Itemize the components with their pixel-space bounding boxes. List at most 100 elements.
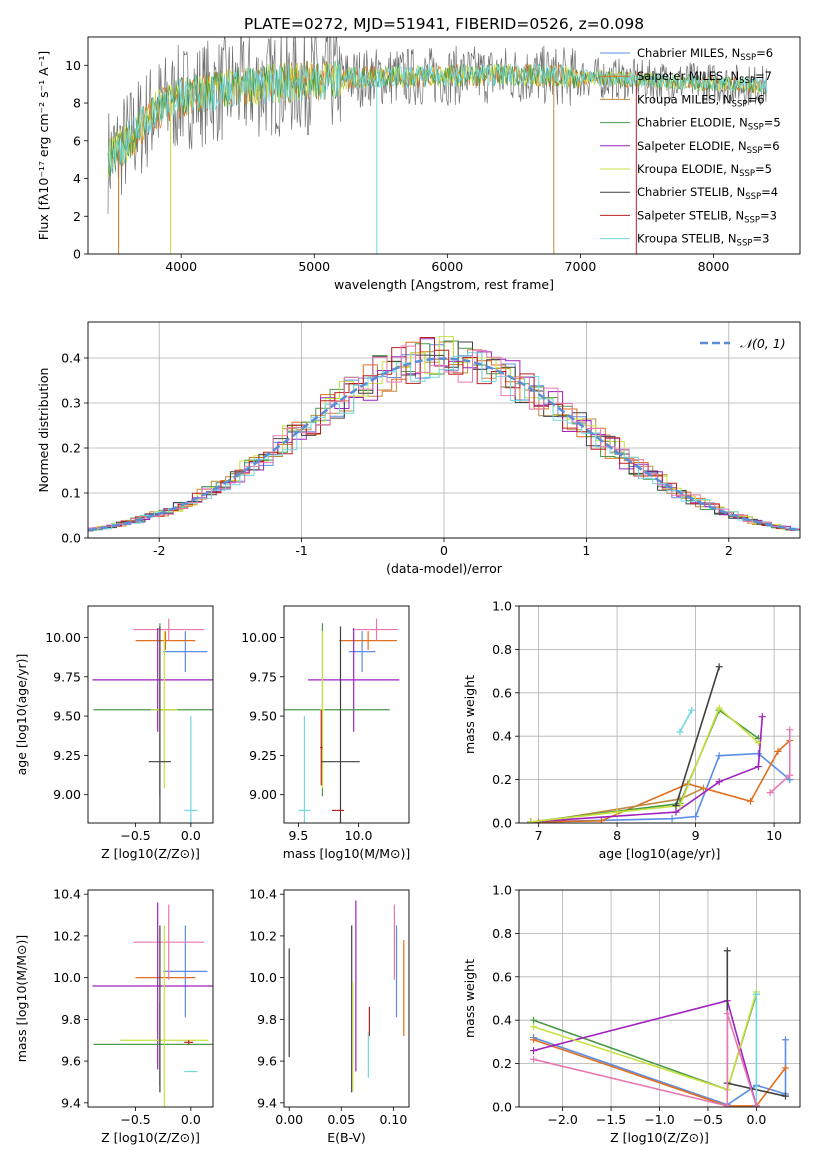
x-tick-label: 10	[766, 828, 782, 843]
errorbar-group	[288, 900, 405, 1093]
series-line	[675, 666, 720, 806]
series-marker	[613, 808, 621, 816]
age-vs-mass-panel: 9.5 10.0 9.00 9.25 9.50 9.75 10.00 mass [log10(…	[241, 605, 411, 861]
series-group	[527, 663, 794, 823]
y-tick-label: 6	[73, 133, 81, 148]
legend-label: Chabrier STELIB, N	[637, 185, 745, 199]
spectrum-panel: 4000 5000 6000 7000 8000 0 2 4 6 8 10 wavelength [A…	[36, 36, 801, 292]
x-tick-label: 7000	[565, 259, 597, 274]
x-tick-label: −0.5	[120, 828, 150, 843]
series-marker	[530, 1023, 538, 1031]
y-tick-label: 0.4	[61, 351, 81, 366]
weight-vs-age-panel: 7 8 9 10 0.0 0.2 0.4 0.6 0.8 1.0 age [log10(age/yr…	[462, 599, 801, 861]
series-marker	[715, 663, 723, 671]
y-tick-label: 9.50	[249, 709, 277, 724]
y-tick-label: 9.8	[61, 1012, 81, 1027]
x-axis-label: E(B-V)	[327, 1130, 366, 1145]
y-tick-label: 10.0	[53, 970, 81, 985]
series-marker	[688, 706, 696, 714]
x-tick-label: −2.0	[547, 1112, 577, 1127]
series-marker	[668, 815, 676, 823]
x-tick-label: -1	[295, 543, 307, 558]
legend-tail: =3	[752, 232, 769, 246]
x-tick-label: 7	[535, 828, 543, 843]
y-tick-label: 9.75	[53, 669, 81, 684]
x-axis-label: Z [log10(Z/Z⊙)]	[610, 1130, 709, 1145]
x-tick-label: 9.5	[288, 828, 308, 843]
y-tick-label: 10.0	[249, 970, 277, 985]
x-axis-label: Z [log10(Z/Z⊙)]	[101, 1130, 200, 1145]
y-tick-label: 1.0	[492, 599, 512, 614]
legend-entry: Chabrier ELODIE, NSSP=5	[637, 116, 781, 133]
x-tick-label: 0.00	[275, 1112, 303, 1127]
series-line	[533, 1013, 758, 1107]
series-marker	[692, 812, 700, 820]
y-tick-label: 0.0	[61, 531, 81, 546]
series-marker	[754, 763, 762, 771]
legend-label: Kroupa STELIB, N	[637, 232, 737, 246]
y-tick-label: 8	[73, 96, 81, 111]
spectrum-lines	[107, 37, 768, 254]
legend-tail: =5	[764, 116, 781, 130]
y-tick-label: 9.8	[257, 1012, 277, 1027]
series-marker	[781, 1036, 789, 1044]
legend-tail: =6	[763, 139, 780, 153]
x-tick-label: 4000	[165, 259, 197, 274]
y-tick-label: 4	[73, 171, 81, 186]
series-marker	[715, 752, 723, 760]
series-group	[530, 947, 789, 1107]
y-tick-label: 9.75	[249, 669, 277, 684]
legend-tail: =6	[747, 92, 764, 106]
normal-curve-line	[88, 357, 800, 532]
x-tick-label: 0.0	[181, 1112, 201, 1127]
legend-label: Kroupa MILES, N	[637, 92, 732, 106]
series-marker	[786, 771, 794, 779]
series-line	[533, 1038, 787, 1107]
legend-entry: Salpeter STELIB, NSSP=3	[637, 208, 777, 225]
y-tick-label: 10.2	[53, 928, 81, 943]
series-marker	[672, 802, 680, 810]
mass-vs-ebv-panel: 0.00 0.05 0.10 9.4 9.6 9.8 10.0 10.2 10.4 E(B-V)	[249, 887, 410, 1145]
y-tick-label: 0.0	[492, 816, 512, 831]
x-tick-label: −1.0	[644, 1112, 674, 1127]
axes-frame	[87, 321, 801, 539]
y-tick-label: 0.0	[492, 1100, 512, 1115]
series-marker	[530, 1047, 538, 1055]
errorbar-group	[92, 902, 213, 1107]
y-tick-label: 9.6	[61, 1054, 81, 1069]
y-tick-label: 0.2	[492, 1056, 512, 1071]
y-tick-label: 0.3	[61, 396, 81, 411]
series-marker	[781, 1064, 789, 1072]
axes-frame	[518, 889, 801, 1108]
legend-entry: Salpeter MILES, NSSP=7	[637, 69, 772, 86]
legend-entry: Kroupa MILES, NSSP=6	[637, 92, 764, 109]
legend-subscript: SSP	[744, 215, 760, 225]
age-vs-metallicity-panel: −0.5 0.0 9.00 9.25 9.50 9.75 10.00 Z [log10(Z/Z…	[14, 605, 214, 861]
y-axis-label: Flux [fλ10⁻¹⁷ erg cm⁻² s⁻¹ A⁻¹]	[36, 51, 51, 240]
legend-subscript: SSP	[745, 192, 761, 202]
legend-subscript: SSP	[739, 76, 755, 86]
x-tick-label: 0.05	[327, 1112, 355, 1127]
series-marker	[699, 784, 707, 792]
axes-frame	[87, 36, 801, 255]
series-marker	[527, 818, 535, 823]
x-tick-label: 8000	[698, 259, 730, 274]
y-tick-label: 9.50	[53, 709, 81, 724]
series-line	[679, 709, 693, 733]
y-tick-label: 10.4	[249, 887, 277, 902]
x-tick-label: 0	[440, 543, 448, 558]
series-marker	[786, 726, 794, 734]
y-tick-label: 10	[65, 58, 81, 73]
series-marker	[752, 990, 760, 998]
legend-tail: =7	[755, 69, 772, 83]
y-tick-label: 9.4	[257, 1095, 277, 1110]
series-marker	[747, 797, 755, 805]
series-marker	[774, 747, 782, 755]
x-axis-label: wavelength [Angstrom, rest frame]	[334, 277, 554, 292]
series-marker	[754, 739, 762, 747]
x-tick-label: −1.5	[596, 1112, 626, 1127]
legend-entry: 𝒩(0, 1)	[740, 336, 786, 351]
x-axis-label: mass [log10(M/M⊙)]	[283, 846, 411, 861]
y-tick-label: 0.6	[492, 969, 512, 984]
